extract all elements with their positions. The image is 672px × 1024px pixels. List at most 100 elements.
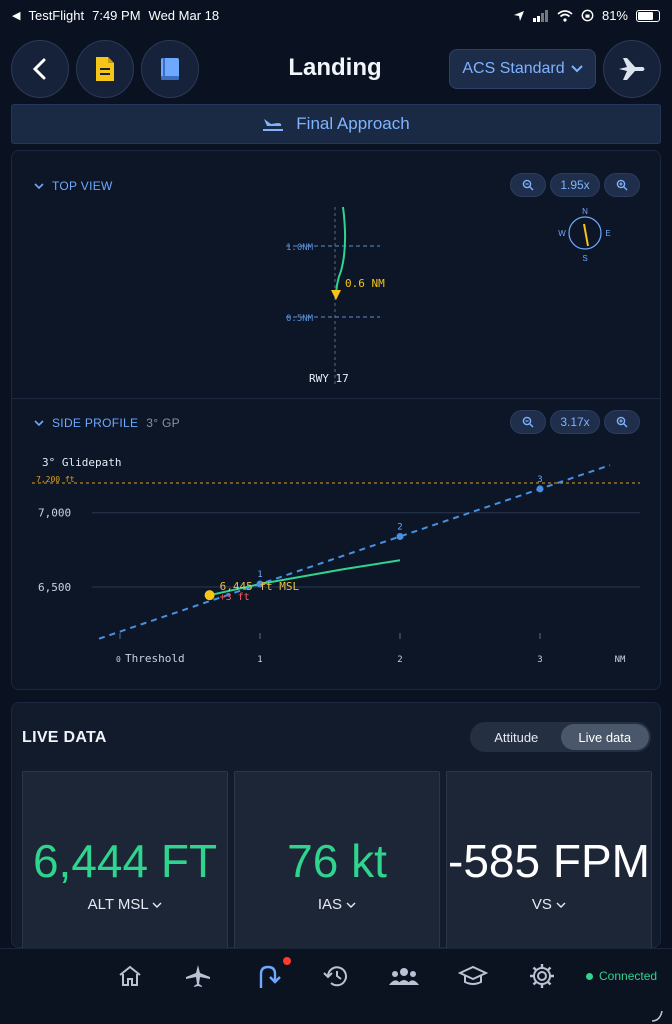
page-title: Landing [288,54,382,81]
group-icon [389,968,419,985]
glidepath-point-label-3: 3 [537,475,542,485]
side-profile-chart[interactable]: 3° Glidepath 7,200 ft 7,000 6,500 0 Thre… [12,441,660,681]
wifi-icon [557,9,573,22]
chevron-down-icon [34,182,44,189]
aircraft-button[interactable] [603,40,661,98]
runway-label: RWY 17 [309,372,349,385]
top-view-zoom-in-button[interactable] [604,173,640,197]
glidepath-point-label-1: 1 [257,570,262,580]
zoom-in-icon [616,179,628,191]
acs-standard-label: ACS Standard [462,60,565,77]
ref-altitude-label: 7,200 ft [36,475,75,484]
flight-path-series [209,559,401,597]
x-tick-3: 3 [537,655,542,665]
tab-history[interactable] [319,959,353,993]
vertical-speed-value: -585 FPM [448,835,650,887]
phase-bar[interactable]: Final Approach [11,104,661,144]
top-view-zoom-out-button[interactable] [510,173,546,197]
back-button[interactable] [11,40,69,98]
resize-handle-icon[interactable] [650,1009,664,1023]
back-to-app-icon[interactable]: ◀ [12,10,21,22]
airspeed-value: 76 kt [287,835,387,887]
tab-maneuvers[interactable] [251,957,291,993]
status-bar: ◀ TestFlight 7:49 PM Wed Mar 18 81% [0,0,672,32]
book-icon [161,58,179,80]
status-date: Wed Mar 18 [148,8,220,23]
graduation-cap-icon [458,965,488,985]
chevron-down-icon [152,902,162,908]
chevron-down-icon [34,419,44,426]
side-profile-zoom-in-button[interactable] [604,410,640,434]
notification-badge [283,957,291,965]
airplane-icon [619,58,645,80]
section-divider [12,398,660,399]
glidepath-angle: 3° GP [146,416,180,430]
glidepath-point-1 [256,580,264,588]
vertical-speed-label[interactable]: VS [447,896,651,913]
connection-label: Connected [599,969,658,983]
gear-icon [530,964,554,988]
side-profile-zoom-level[interactable]: 3.17x [550,410,600,434]
side-profile-zoom-out-button[interactable] [510,410,546,434]
x-unit-label: NM [615,655,626,665]
side-profile-zoom-controls: 3.17x [510,410,640,434]
notes-button[interactable] [76,40,134,98]
tab-aircraft[interactable] [181,959,215,993]
chevron-left-icon [32,58,46,80]
top-view-map[interactable]: 1.0NM 0.5NM 0.6 NM RWY 17 N E S W [12,151,660,399]
location-icon [513,10,524,21]
zoom-out-icon [522,416,534,428]
glidepath-point-label-2: 2 [397,522,402,532]
aircraft-altitude-label: 6,445 ft MSL [220,580,300,593]
side-profile-toggle[interactable]: SIDE PROFILE 3° GP [34,416,180,430]
live-data-title: LIVE DATA [22,729,107,746]
connection-status: Connected [586,969,657,983]
svg-text:S: S [582,254,587,263]
status-app-name[interactable]: TestFlight [28,8,85,23]
aircraft-marker [331,290,341,300]
airspeed-card[interactable]: 76 kt IAS [234,771,440,949]
tab-settings[interactable] [525,959,559,993]
manual-button[interactable] [141,40,199,98]
glidepath-point-3 [536,485,544,493]
chevron-down-icon [570,65,583,73]
zoom-out-icon [522,179,534,191]
altitude-value: 6,444 FT [32,835,218,887]
svg-text:W: W [558,229,566,238]
top-view-zoom-controls: 1.95x [510,173,640,197]
svg-text:E: E [605,229,610,238]
tab-home[interactable] [113,959,147,993]
chart-title: 3° Glidepath [42,456,121,469]
y-tick-6500: 6,500 [38,581,71,594]
chevron-down-icon [346,902,356,908]
connection-dot [586,972,593,980]
distance-label: 0.6 NM [345,277,385,290]
tab-students[interactable] [387,959,421,993]
y-tick-7000: 7,000 [38,507,71,520]
history-icon [323,966,347,987]
tab-bar: Connected [0,948,672,1024]
tab-training[interactable] [456,959,490,993]
top-view-label: TOP VIEW [52,179,113,193]
glidepath-series [98,464,611,640]
vertical-speed-card[interactable]: -585 FPM VS [446,771,652,949]
altitude-label[interactable]: ALT MSL [23,896,227,913]
signal-icon [532,9,548,22]
ring-1nm-label: 1.0NM [286,243,314,253]
svg-text:N: N [582,207,588,216]
phase-label: Final Approach [296,114,410,133]
attitude-tab[interactable]: Attitude [494,729,539,745]
zoom-in-icon [616,416,628,428]
airspeed-label[interactable]: IAS [235,896,439,913]
battery-percent: 81% [601,8,628,23]
top-view-zoom-level[interactable]: 1.95x [550,173,600,197]
altitude-card[interactable]: 6,444 FT ALT MSL [22,771,228,949]
top-view-toggle[interactable]: TOP VIEW [34,179,113,193]
lock-rotation-icon [581,9,594,22]
header: Landing ACS Standard [0,38,672,100]
compass-icon: N E S W [558,207,610,263]
airplane-icon [186,965,210,987]
x-tick-1: 1 [257,655,262,665]
acs-standard-dropdown[interactable]: ACS Standard [449,49,596,89]
live-data-tab[interactable]: Live data [560,724,649,750]
